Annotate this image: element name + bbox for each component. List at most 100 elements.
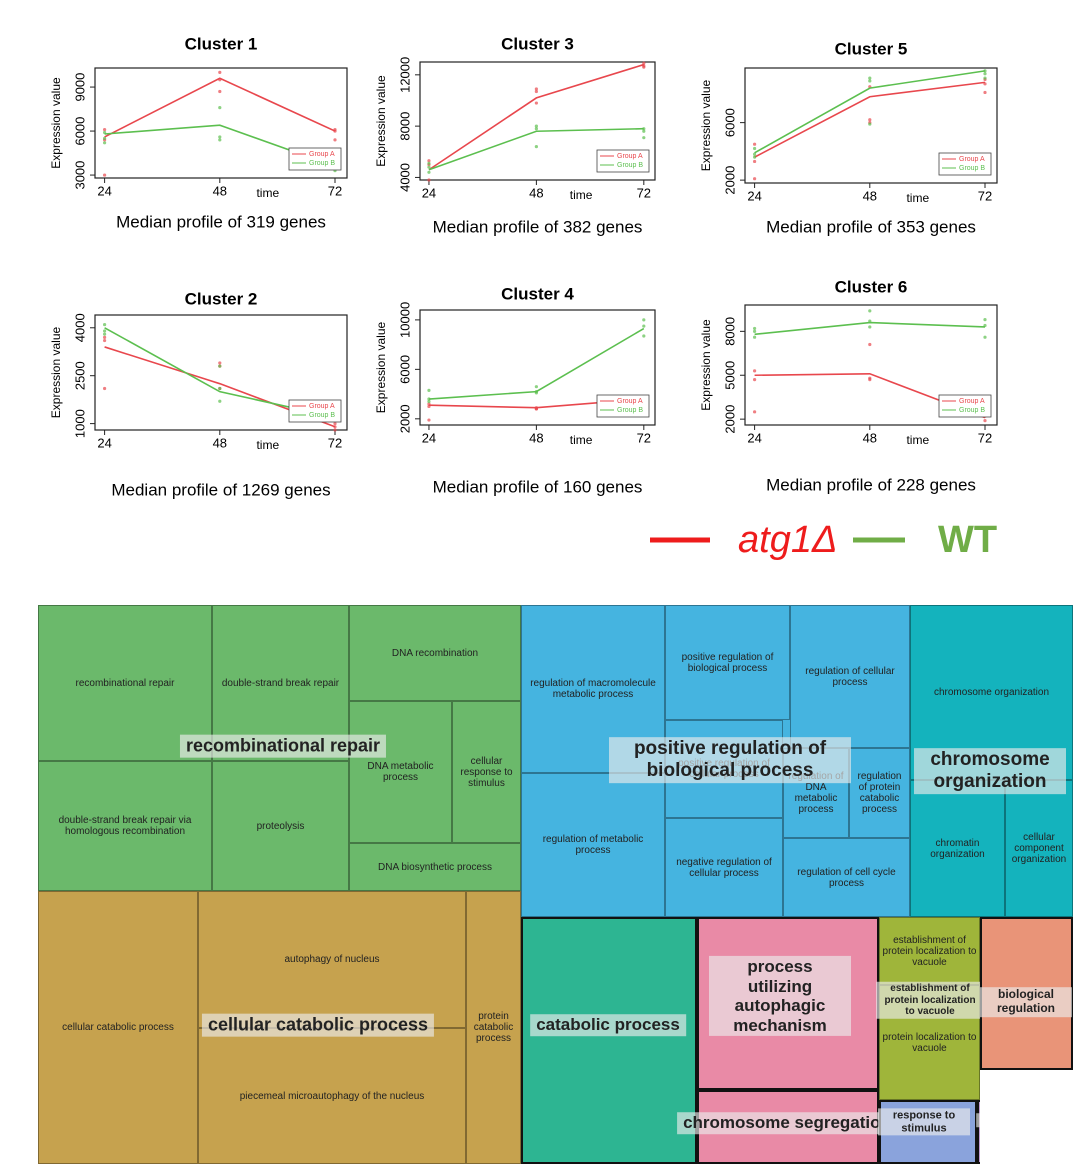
plot-frame [419, 309, 656, 426]
replicate-point [983, 318, 987, 322]
replicate-point [983, 419, 987, 423]
chart-title: Cluster 6 [835, 277, 908, 296]
y-tick-label: 6000 [72, 117, 87, 146]
y-tick-label: 6000 [722, 108, 737, 137]
replicate-point [427, 161, 431, 165]
treemap-filler [980, 1070, 1073, 1164]
replicate-point [534, 385, 538, 389]
replicate-point [103, 141, 107, 145]
replicate-point [427, 178, 431, 182]
replicate-point [333, 138, 337, 142]
replicate-point [333, 425, 337, 429]
legend-label: Group B [617, 162, 643, 169]
treemap-term: chromatin organization [910, 780, 1005, 917]
replicate-point [534, 145, 538, 149]
x-tick-label: 24 [422, 430, 436, 445]
replicate-point [427, 165, 431, 169]
y-axis-label: Expression value [699, 319, 713, 411]
x-tick-label: 48 [529, 185, 543, 200]
replicate-point [753, 155, 757, 159]
y-axis-label: Expression value [374, 75, 388, 167]
plot-frame [94, 67, 348, 179]
treemap-group-label: biological regulation [980, 987, 1072, 1017]
treemap-term: autophagy of nucleus [198, 891, 466, 1028]
replicate-point [534, 101, 538, 105]
x-tick-label: 72 [637, 430, 651, 445]
treemap-term: double-strand break repair via homologou… [38, 761, 212, 891]
replicate-point [534, 124, 538, 128]
replicate-point [218, 89, 222, 94]
x-tick-label: 24 [97, 435, 111, 450]
plot-frame [94, 314, 348, 431]
replicate-point [753, 410, 757, 414]
x-tick-label: 24 [97, 183, 111, 198]
charts: Cluster 1 Median profile of 319 genes Expr… [49, 34, 998, 561]
legend-label: Group B [309, 412, 335, 419]
replicate-point [427, 159, 431, 163]
x-axis-label: time [570, 188, 593, 202]
replicate-point [534, 127, 538, 131]
treemap-term: DNA metabolic process [349, 701, 452, 843]
replicate-point [753, 369, 757, 373]
treemap-term: positive regulation of biological proces… [665, 605, 790, 720]
treemap-term: establishment of protein localization to… [879, 917, 980, 985]
treemap-term: cellular catabolic process [38, 891, 198, 1164]
replicate-point [642, 324, 646, 328]
replicate-point [753, 142, 757, 146]
treemap-term: regulation of cellular process [790, 605, 910, 748]
y-tick-label: 5000 [722, 361, 737, 390]
legend-label: Group A [959, 398, 985, 405]
x-axis-label: time [256, 438, 279, 452]
replicate-point [534, 407, 538, 411]
plot-frame [744, 304, 998, 426]
replicate-point [427, 404, 431, 409]
treemap-term: regulation of metabolic process [521, 773, 665, 917]
replicate-point [218, 399, 222, 403]
replicate-point [218, 70, 222, 74]
replicate-point [427, 170, 431, 174]
treemap-group-label: chromosome organization [914, 748, 1066, 794]
legend-label: Group A [309, 403, 335, 410]
y-tick-label: 4000 [72, 313, 87, 342]
replicate-point [103, 329, 107, 333]
x-axis-label: time [256, 186, 279, 200]
treemap-term: regulation of cell cycle process [783, 838, 910, 917]
replicate-point [983, 72, 987, 76]
replicate-point [642, 136, 646, 140]
treemap-term: negative regulation of cellular process [665, 818, 783, 917]
treemap-group-label: process utilizing autophagic mechanism [709, 955, 851, 1037]
chart-title: Cluster 4 [501, 284, 574, 303]
x-tick-label: 72 [637, 185, 651, 200]
y-tick-label: 2000 [722, 405, 737, 434]
replicate-point [218, 78, 222, 82]
treemap-term: protein catabolic process [466, 891, 521, 1164]
treemap-group-label: cellular catabolic process [201, 1013, 435, 1037]
chart-title: Cluster 2 [185, 289, 258, 308]
replicate-point [868, 122, 872, 126]
y-axis-label: Expression value [699, 79, 713, 171]
y-tick-label: 2500 [72, 361, 87, 390]
chart-subtitle: Median profile of 353 genes [766, 217, 976, 236]
replicate-point [218, 106, 222, 110]
treemap-term: DNA recombination [349, 605, 521, 701]
chart-title: Cluster 3 [501, 34, 574, 53]
y-tick-label: 6000 [397, 355, 412, 384]
replicate-point [534, 89, 538, 94]
treemap-group-label: establishment of protein localization to… [876, 981, 984, 1019]
y-tick-label: 12000 [397, 57, 412, 93]
chart-title: Cluster 1 [185, 34, 258, 53]
legend-label: Group B [959, 165, 985, 172]
replicate-point [753, 177, 757, 181]
treemap-term: cellular response to stimulus [452, 701, 521, 843]
treemap-group-label: recombinational repair [179, 734, 387, 758]
replicate-point [103, 130, 107, 135]
plot-frame [744, 67, 998, 184]
replicate-point [753, 146, 757, 151]
replicate-point [868, 118, 872, 122]
y-tick-label: 2000 [722, 166, 737, 195]
replicate-point [753, 152, 757, 156]
replicate-point [868, 76, 872, 80]
x-tick-label: 48 [213, 183, 227, 198]
replicate-point [103, 128, 107, 132]
